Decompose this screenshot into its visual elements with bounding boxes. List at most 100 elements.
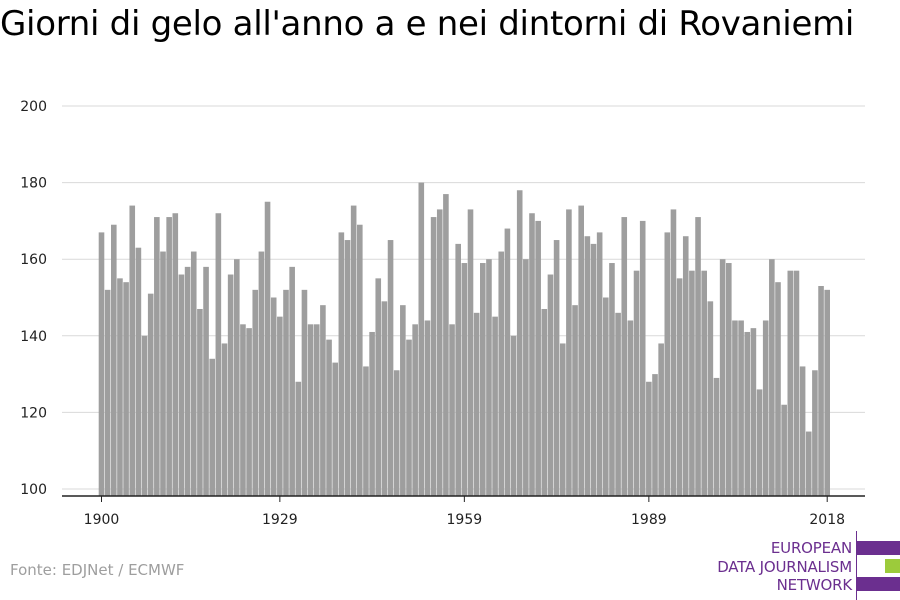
chart-title: Giorni di gelo all'anno a e nei dintorni… (0, 4, 855, 44)
bar (190, 251, 197, 496)
logo-line-2: DATA JOURNALISM (717, 558, 852, 576)
bar (313, 324, 320, 496)
x-tick-label: 1900 (84, 512, 120, 528)
x-tick-label: 1959 (447, 512, 483, 528)
bar (129, 205, 136, 496)
bar (492, 316, 498, 496)
bar (283, 289, 289, 496)
bar (682, 236, 689, 496)
bar (799, 366, 806, 496)
bar (646, 381, 652, 496)
bar (221, 343, 228, 496)
bar (510, 335, 517, 496)
bar (301, 289, 308, 496)
bar (400, 305, 406, 496)
bar (449, 324, 455, 496)
bar (203, 266, 209, 496)
bar (664, 232, 671, 496)
bar (566, 209, 572, 496)
bar (270, 297, 277, 496)
y-tick-label: 180 (20, 176, 47, 192)
bar (713, 377, 720, 496)
bar (670, 209, 677, 496)
bar (412, 324, 418, 496)
bar (184, 266, 191, 496)
bar (719, 259, 726, 496)
bar (234, 259, 240, 496)
bar (375, 278, 382, 496)
bar (381, 301, 388, 496)
bar (264, 201, 271, 496)
bar (738, 320, 744, 496)
bar (473, 312, 480, 496)
x-tick-label: 1989 (631, 512, 667, 528)
x-tick-label: 1929 (262, 512, 298, 528)
x-tick-label: 2018 (809, 512, 845, 528)
bars (98, 182, 830, 497)
bar (658, 343, 664, 496)
bar (332, 362, 338, 496)
bar (603, 297, 609, 496)
bar (197, 308, 203, 496)
bar (553, 240, 560, 496)
bar (350, 205, 357, 496)
bar (769, 259, 775, 496)
bar (480, 263, 486, 496)
bar (393, 370, 400, 496)
bar (258, 251, 265, 496)
bar (406, 339, 412, 496)
logo-bar-middle (885, 559, 900, 573)
bar (652, 374, 658, 496)
bar (732, 320, 738, 496)
bar (707, 301, 714, 496)
bar (633, 270, 640, 496)
logo-line-3: NETWORK (776, 576, 853, 594)
bar (178, 274, 185, 496)
bar (824, 289, 830, 496)
bar (326, 339, 332, 496)
bar (252, 289, 259, 496)
bar (289, 266, 295, 496)
bar (147, 293, 154, 496)
bar (320, 305, 326, 496)
bar (805, 431, 812, 496)
bar (172, 213, 179, 497)
bar (627, 320, 634, 496)
bar (135, 247, 142, 496)
y-tick-label: 160 (20, 252, 47, 268)
bar (418, 182, 425, 496)
bar (338, 232, 345, 496)
bar (277, 316, 283, 496)
bar (584, 236, 591, 496)
bar (111, 224, 117, 497)
bar (307, 324, 314, 496)
bar (104, 289, 111, 496)
bar (793, 270, 800, 496)
bar (541, 308, 548, 496)
bar (726, 263, 732, 496)
bar (639, 220, 646, 496)
bar (123, 282, 129, 496)
bar (295, 381, 302, 496)
bar (486, 259, 492, 496)
bar (141, 335, 148, 496)
bar (787, 270, 794, 496)
bar (621, 217, 628, 496)
bar (455, 243, 461, 496)
bar (818, 286, 824, 496)
bar (209, 358, 215, 496)
bar (756, 389, 763, 496)
y-tick-label: 100 (20, 482, 47, 498)
bar (523, 259, 529, 496)
bar (117, 278, 123, 496)
bar (701, 270, 707, 496)
bar (596, 232, 603, 496)
y-tick-label: 140 (20, 329, 47, 345)
bar (166, 217, 172, 496)
axes: 1900 1929 1959 1989 2018 (62, 495, 865, 528)
bar (535, 220, 541, 496)
bar (750, 328, 757, 496)
source-note: Fonte: EDJNet / ECMWF (10, 561, 185, 579)
bar (744, 331, 751, 496)
